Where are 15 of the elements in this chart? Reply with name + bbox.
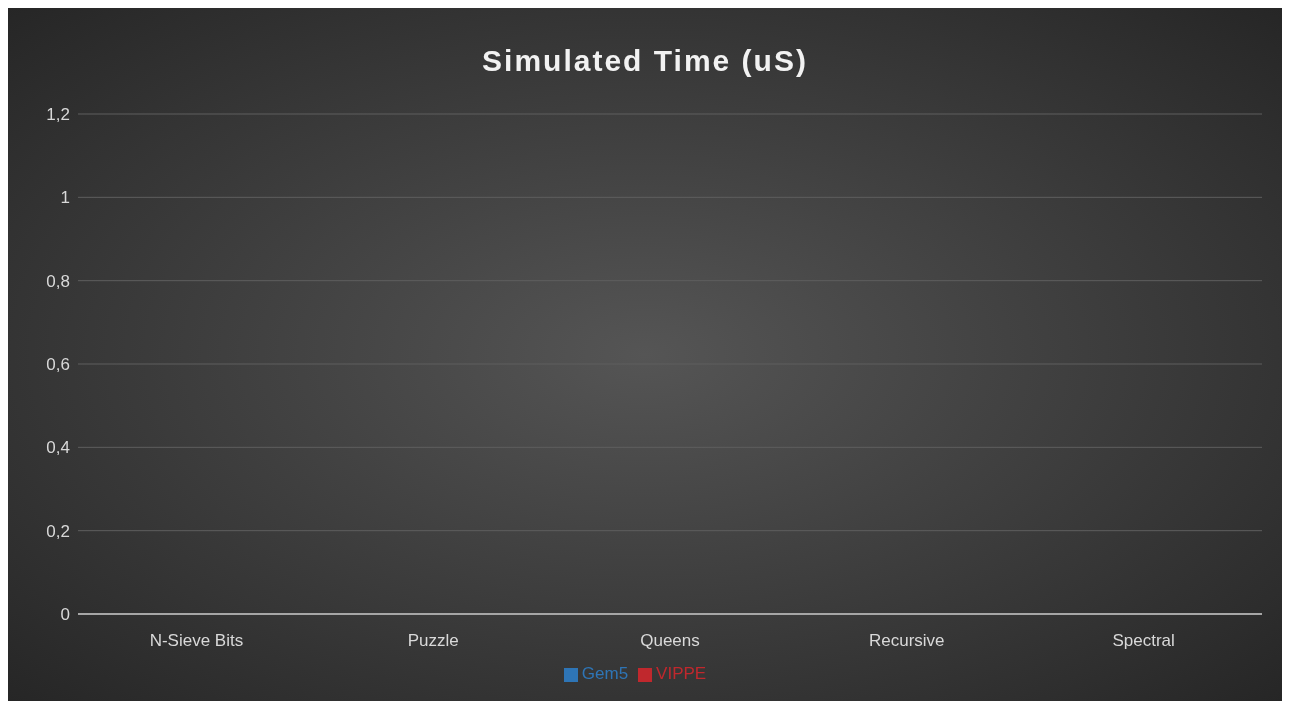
- y-tick-label: 0,2: [46, 521, 70, 541]
- y-tick-label: 0,8: [46, 271, 70, 291]
- x-tick-label: Queens: [640, 631, 700, 651]
- x-tick-label: Puzzle: [407, 631, 459, 651]
- y-tick-label: 0,6: [46, 355, 70, 375]
- x-tick-label: N-Sieve Bits: [149, 631, 244, 651]
- chart-title: Simulated Time (uS): [481, 43, 809, 79]
- x-tick-label: Recursive: [869, 631, 945, 651]
- legend-label: VIPPE: [656, 664, 707, 683]
- y-tick-label: 0,4: [46, 438, 70, 458]
- y-tick-label: 1,2: [46, 105, 70, 125]
- y-tick-label: 1: [60, 188, 70, 208]
- legend-label: Gem5: [581, 664, 629, 683]
- y-tick-label: 0: [60, 605, 70, 625]
- x-tick-label: Spectral: [1112, 631, 1175, 651]
